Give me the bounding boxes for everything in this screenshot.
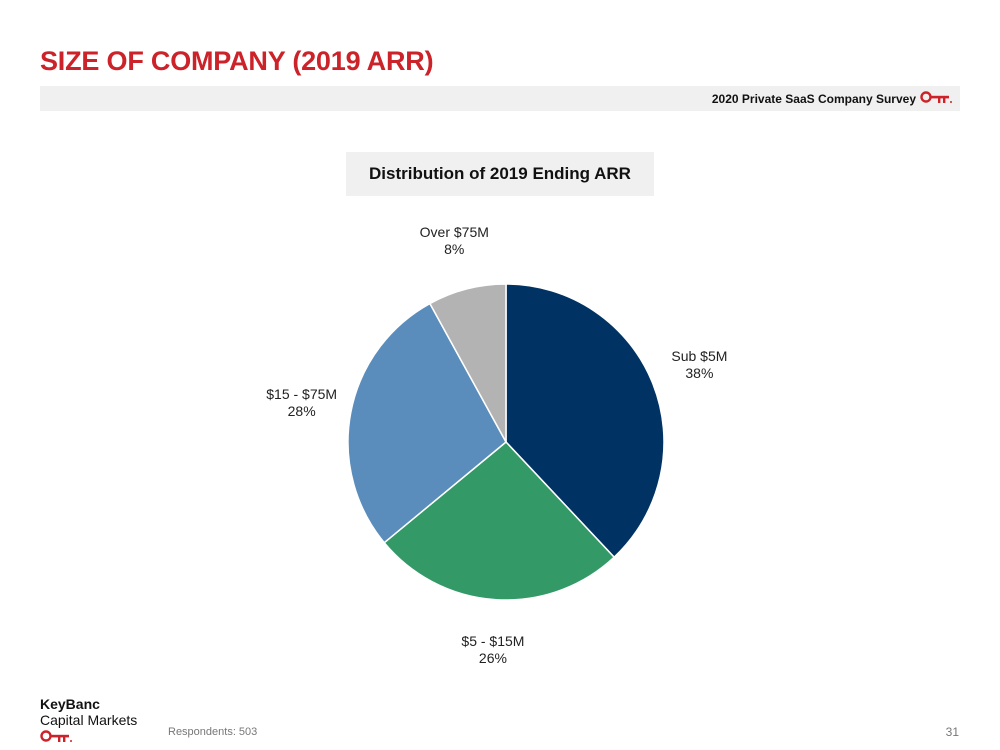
chart-title-box: Distribution of 2019 Ending ARR	[346, 152, 654, 196]
brand-subtitle: Capital Markets	[40, 712, 138, 728]
pie-slice-1	[383, 440, 616, 601]
respondents-footnote: Respondents: 503	[168, 726, 258, 738]
slice-value-label: 8%	[444, 240, 465, 257]
slice-category-label: $5 - $15M	[461, 632, 525, 649]
pie-slice-0	[505, 283, 665, 559]
brand-logo: KeyBanc Capital Markets	[40, 696, 137, 728]
pie-slice-label: Sub $5M 38%	[671, 348, 727, 382]
pie-slice-3	[428, 283, 507, 443]
page-title: SIZE OF COMPANY (2019 ARR)	[40, 46, 434, 76]
slice-category-label: Sub $5M	[671, 348, 728, 365]
pie-slice-label: $15 - $75M 28%	[266, 386, 337, 420]
slice-value-label: 26%	[478, 649, 507, 666]
brand-name: KeyBanc	[40, 696, 100, 712]
survey-label: 2020 Private SaaS Company Survey	[711, 92, 916, 106]
survey-banner: 2020 Private SaaS Company Survey	[40, 86, 960, 111]
slice-value-label: 28%	[287, 403, 316, 420]
page-number: 31	[945, 725, 959, 739]
pie-slice-2	[347, 302, 507, 544]
pie-slice-label: $5 - $15M 26%	[461, 633, 524, 667]
slice-category-label: Over $75M	[419, 223, 489, 240]
slice-category-label: $15 - $75M	[266, 386, 338, 403]
chart-title: Distribution of 2019 Ending ARR	[369, 164, 631, 183]
pie-slice-label: Over $75M 8%	[420, 224, 489, 258]
slice-value-label: 38%	[685, 365, 714, 382]
key-logo-icon	[40, 730, 72, 742]
key-logo-icon	[920, 91, 952, 103]
